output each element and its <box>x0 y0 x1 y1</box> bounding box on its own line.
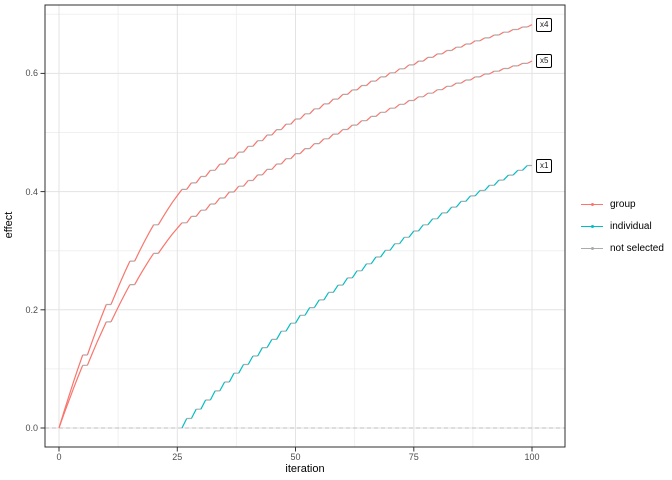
x-tick-label-0: 0 <box>56 452 62 462</box>
y-tick-label-0.0: 0.0 <box>25 423 38 433</box>
panel-border <box>44 4 566 448</box>
x-axis-title: iteration <box>285 463 325 475</box>
y-axis-title: effect <box>3 211 15 239</box>
series-x5-selected-path <box>58 60 533 429</box>
legend-label-group: group <box>610 198 636 210</box>
series-x4-not-selected-path <box>82 26 528 356</box>
y-tick-label-0.2: 0.2 <box>25 304 38 315</box>
y-tick-label-0.4: 0.4 <box>25 186 38 197</box>
legend-item-not-selected: not selected <box>581 237 664 259</box>
legend-label-not-selected: not selected <box>610 242 664 254</box>
series-x1-selected-path <box>181 165 528 429</box>
legend-key-group-icon <box>581 199 603 209</box>
x-tick-label-50: 50 <box>290 452 301 462</box>
series-x1-not-selected-path <box>186 164 532 420</box>
x-tick-label-75: 75 <box>408 452 419 462</box>
legend-item-individual: individual <box>581 215 664 237</box>
y-tick-label-0.6: 0.6 <box>25 68 38 79</box>
x-tick-label-25: 25 <box>172 452 183 462</box>
legend-key-individual-icon <box>581 221 603 231</box>
legend-item-group: group <box>581 193 664 215</box>
legend: group individual not selected <box>581 193 664 259</box>
series-end-label-x1: x1 <box>536 158 553 173</box>
legend-label-individual: individual <box>610 220 652 232</box>
legend-key-not-selected-icon <box>581 243 603 253</box>
series-x5-not-selected-path <box>82 62 528 366</box>
series-end-label-x4: x4 <box>536 17 553 32</box>
x-tick-label-100: 100 <box>524 452 540 462</box>
series-end-label-x5: x5 <box>536 54 553 69</box>
